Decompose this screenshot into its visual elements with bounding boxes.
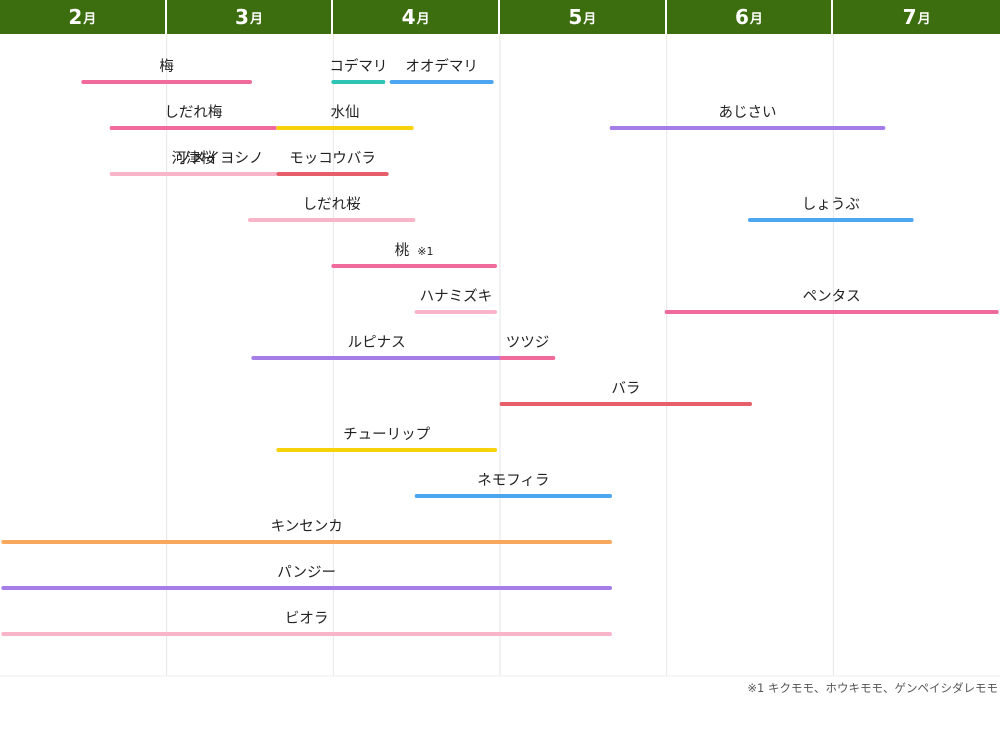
bar-label: ビオラ (285, 610, 329, 627)
bar-label: コデマリ (329, 57, 387, 75)
month-unit: 月 (416, 11, 430, 27)
month-number: 2 (68, 5, 83, 29)
bar-label: しだれ梅 (164, 104, 222, 121)
month-number: 7 (902, 5, 917, 29)
month-unit: 月 (749, 11, 763, 27)
bar-label: ペンタス (803, 288, 861, 305)
bar-label: モッコウバラ (289, 150, 375, 167)
bar-label: キンセンカ (271, 519, 343, 535)
bar-label: チューリップ (343, 426, 430, 443)
bar-label: 梅 (159, 58, 174, 75)
bar-label: ソメイヨシノ (177, 151, 264, 167)
month-number: 4 (401, 5, 416, 29)
bar-label: しょうぶ (802, 197, 860, 213)
month-unit: 月 (249, 11, 263, 27)
month-unit: 月 (83, 11, 97, 27)
bar-label: ルピナス (348, 334, 406, 351)
month-number: 5 (568, 5, 583, 29)
bar-label: あじさい (719, 104, 777, 121)
month-unit: 月 (583, 11, 597, 27)
bar-label: しだれ桜 (303, 196, 361, 213)
bar-label: ハナミズキ (420, 288, 493, 305)
month-unit: 月 (917, 11, 931, 27)
footnote: ※1 キクモモ、ホウキモモ、ゲンペイシダレモモ (747, 681, 998, 695)
bar-label: ネモフィラ (477, 472, 549, 489)
bar-label: ツツジ (506, 335, 550, 351)
bar-note: ※1 (417, 245, 433, 258)
bar-label: 河津桜 (172, 150, 216, 167)
month-number: 3 (235, 5, 249, 29)
bar-label: 桃 ※1 (395, 242, 434, 259)
month-number: 6 (734, 5, 749, 29)
bar-label: オオデマリ (405, 57, 478, 75)
bar-label: バラ (611, 381, 640, 397)
bar-label: 水仙 (331, 104, 360, 121)
bar-label: パンジー (277, 564, 336, 581)
